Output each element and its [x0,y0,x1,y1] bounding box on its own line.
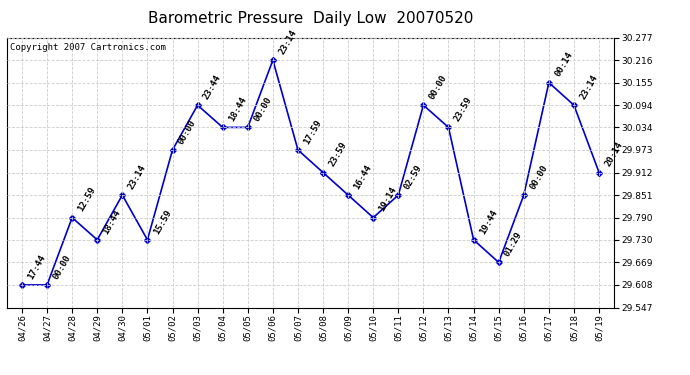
Text: 19:44: 19:44 [477,208,499,236]
Text: 23:14: 23:14 [578,73,600,101]
Text: 18:44: 18:44 [227,95,248,123]
Text: 19:14: 19:14 [377,186,399,213]
Text: 17:59: 17:59 [302,118,324,146]
Text: 23:59: 23:59 [453,95,474,123]
Text: 23:59: 23:59 [327,141,348,168]
Text: 00:00: 00:00 [528,163,549,191]
Text: 00:00: 00:00 [252,95,273,123]
Text: 00:00: 00:00 [51,253,72,281]
Text: 16:44: 16:44 [353,163,373,191]
Text: 00:14: 00:14 [553,51,574,78]
Text: 01:29: 01:29 [503,230,524,258]
Text: 18:44: 18:44 [101,208,123,236]
Text: 17:44: 17:44 [26,253,48,281]
Text: 23:14: 23:14 [126,163,148,191]
Text: 23:44: 23:44 [201,73,223,101]
Text: 12:59: 12:59 [77,186,97,213]
Text: 02:59: 02:59 [402,163,424,191]
Text: 00:00: 00:00 [177,118,198,146]
Text: Barometric Pressure  Daily Low  20070520: Barometric Pressure Daily Low 20070520 [148,11,473,26]
Text: 23:14: 23:14 [277,28,298,56]
Text: 00:00: 00:00 [428,73,448,101]
Text: Copyright 2007 Cartronics.com: Copyright 2007 Cartronics.com [10,43,166,52]
Text: 15:59: 15:59 [152,208,172,236]
Text: 20:14: 20:14 [603,141,624,168]
